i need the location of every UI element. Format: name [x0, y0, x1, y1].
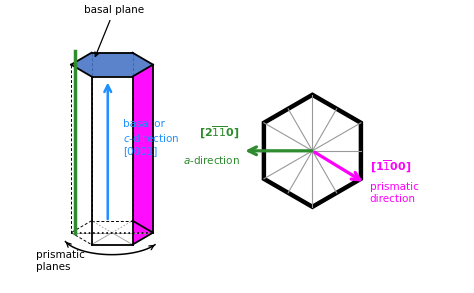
Text: $a$-direction: $a$-direction: [183, 154, 240, 166]
Text: [1$\overline{1}$00]: [1$\overline{1}$00]: [370, 159, 411, 176]
Text: basal or
$c$-direction
[0001]: basal or $c$-direction [0001]: [123, 119, 179, 156]
Text: [2$\overline{1}$$\overline{1}$0]: [2$\overline{1}$$\overline{1}$0]: [200, 125, 240, 141]
Polygon shape: [91, 76, 133, 245]
Text: basal plane: basal plane: [84, 5, 144, 57]
Polygon shape: [71, 53, 153, 76]
Text: prismatic
planes: prismatic planes: [36, 250, 85, 272]
Polygon shape: [133, 65, 153, 245]
Polygon shape: [71, 65, 91, 245]
Polygon shape: [264, 95, 361, 207]
Text: prismatic
direction: prismatic direction: [370, 182, 419, 204]
